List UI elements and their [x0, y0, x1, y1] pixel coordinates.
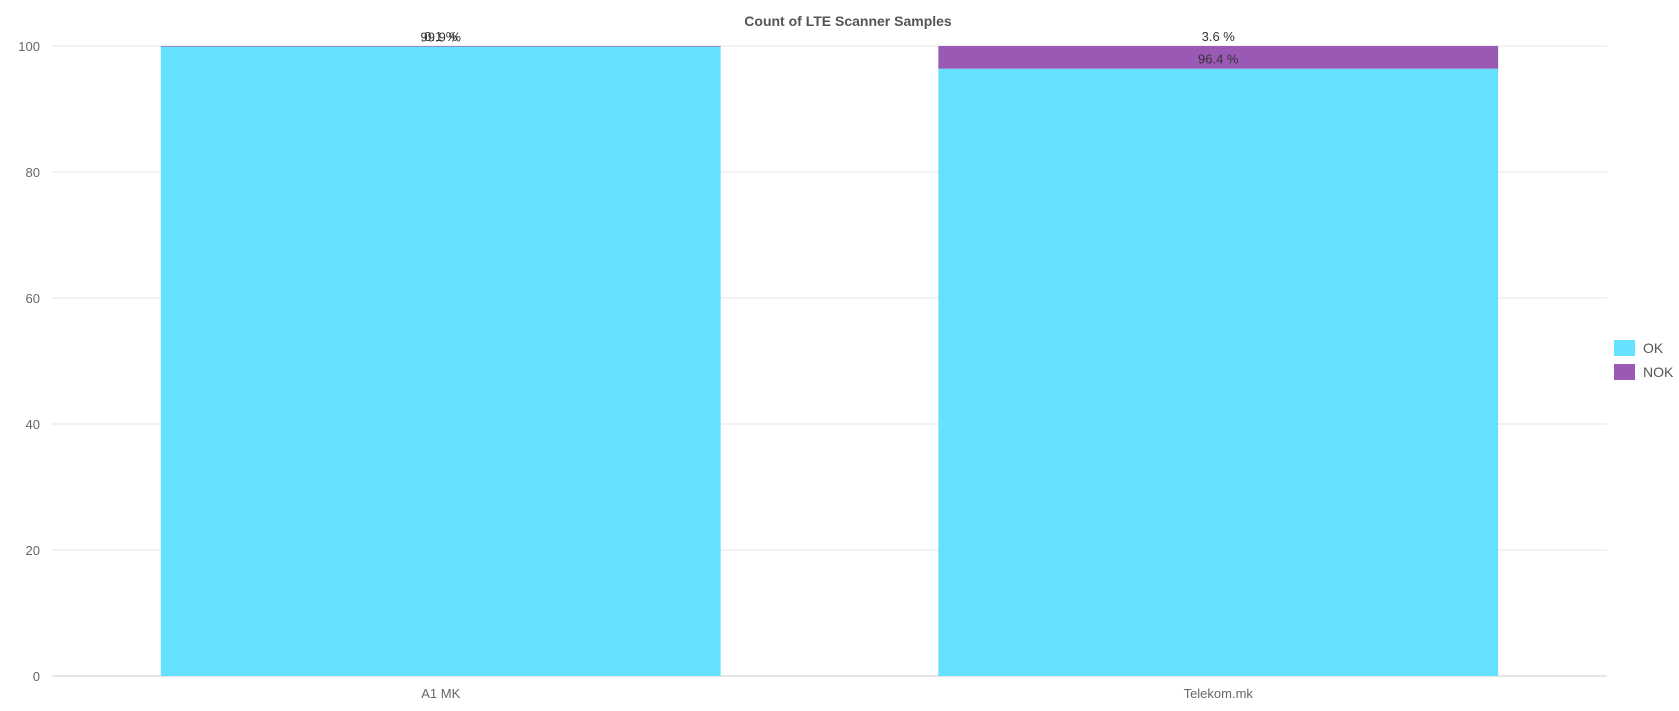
data-label-nok-0: 0.1 %	[424, 29, 458, 44]
x-axis-ticks: A1 MK Telekom.mk	[421, 686, 1253, 701]
legend-swatch-nok[interactable]	[1614, 364, 1635, 380]
data-label-nok-1: 3.6 %	[1202, 29, 1236, 44]
data-label-ok-1: 96.4 %	[1198, 52, 1239, 67]
data-label-ok-0: 99.9 %	[421, 30, 462, 45]
legend-swatch-ok[interactable]	[1614, 340, 1635, 356]
y-axis-ticks: 0 20 40 60 80 100	[18, 39, 40, 684]
y-tick-label: 80	[26, 165, 40, 180]
legend: OK NOK	[1614, 340, 1674, 380]
y-tick-label: 60	[26, 291, 40, 306]
y-tick-label: 100	[18, 39, 40, 54]
y-tick-label: 20	[26, 543, 40, 558]
data-labels: 99.9 %0.1 % 96.4 % 3.6 %	[421, 29, 1239, 67]
legend-label-nok[interactable]: NOK	[1643, 364, 1674, 380]
chart-title: Count of LTE Scanner Samples	[744, 13, 952, 29]
y-tick-label: 0	[33, 669, 40, 684]
bars	[160, 46, 1499, 677]
bar-nok-0[interactable]	[160, 46, 721, 47]
x-tick-label: A1 MK	[421, 686, 460, 701]
bar-nok-1[interactable]	[938, 46, 1499, 69]
legend-label-ok[interactable]: OK	[1643, 340, 1664, 356]
bar-ok-1[interactable]	[938, 68, 1499, 677]
y-tick-label: 40	[26, 417, 40, 432]
x-tick-label: Telekom.mk	[1184, 686, 1254, 701]
bar-ok-0[interactable]	[160, 46, 721, 676]
